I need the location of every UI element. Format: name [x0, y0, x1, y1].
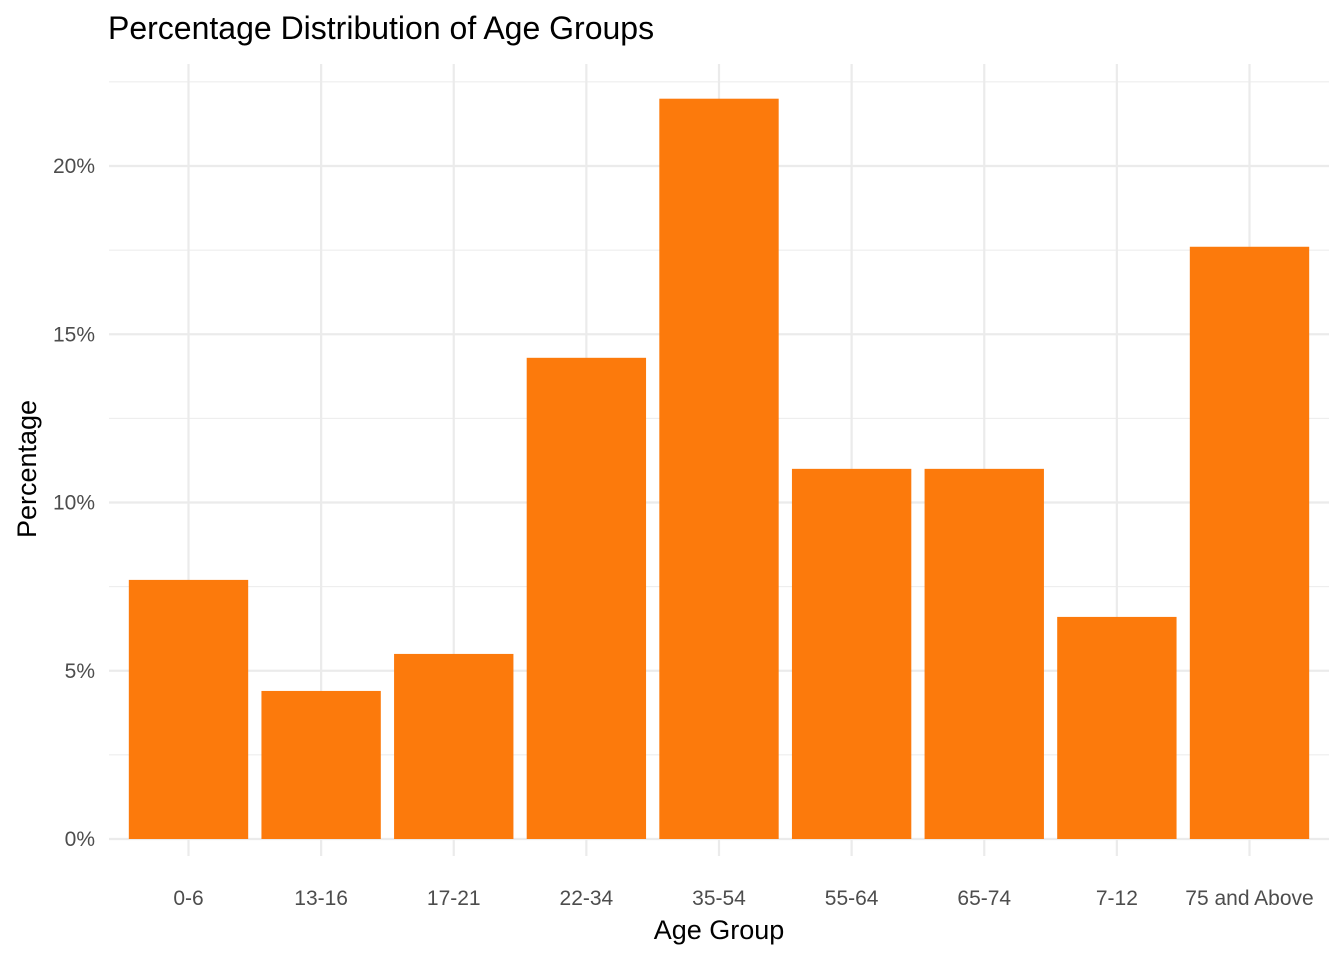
x-tick-label: 17-21: [427, 887, 481, 910]
x-tick-label: 35-54: [692, 887, 746, 910]
x-tick-label: 55-64: [825, 887, 879, 910]
x-tick-label: 13-16: [294, 887, 348, 910]
bar-22-34: [526, 357, 647, 839]
x-tick-label: 0-6: [173, 887, 203, 910]
x-tick-label: 7-12: [1096, 887, 1138, 910]
x-axis-title: Age Group: [654, 915, 785, 945]
bar-75-and-above: [1189, 246, 1310, 839]
bar-17-21: [394, 653, 514, 839]
x-tick-label: 75 and Above: [1185, 887, 1313, 910]
y-axis-ticks: 0% 5% 10% 15% 20%: [53, 155, 95, 851]
y-tick-label: 20%: [53, 155, 95, 178]
bar-35-54: [659, 98, 779, 839]
y-tick-label: 10%: [53, 492, 95, 515]
bar-65-74: [924, 468, 1044, 839]
chart-title: Percentage Distribution of Age Groups: [108, 10, 654, 46]
y-tick-label: 5%: [65, 660, 95, 683]
y-tick-label: 0%: [65, 828, 95, 851]
x-tick-label: 22-34: [560, 887, 614, 910]
bar-13-16: [261, 690, 381, 839]
x-tick-label: 65-74: [957, 887, 1011, 910]
bar-7-12: [1057, 616, 1177, 839]
x-axis-ticks: 0-6 13-16 17-21 22-34 35-54 55-64 65-74 7-12 75 …: [173, 887, 1313, 910]
y-tick-label: 15%: [53, 323, 95, 346]
bars: [128, 98, 1310, 839]
y-axis-title: Percentage: [12, 400, 42, 538]
bar-0-6: [128, 579, 249, 839]
bar-55-64: [791, 468, 912, 839]
